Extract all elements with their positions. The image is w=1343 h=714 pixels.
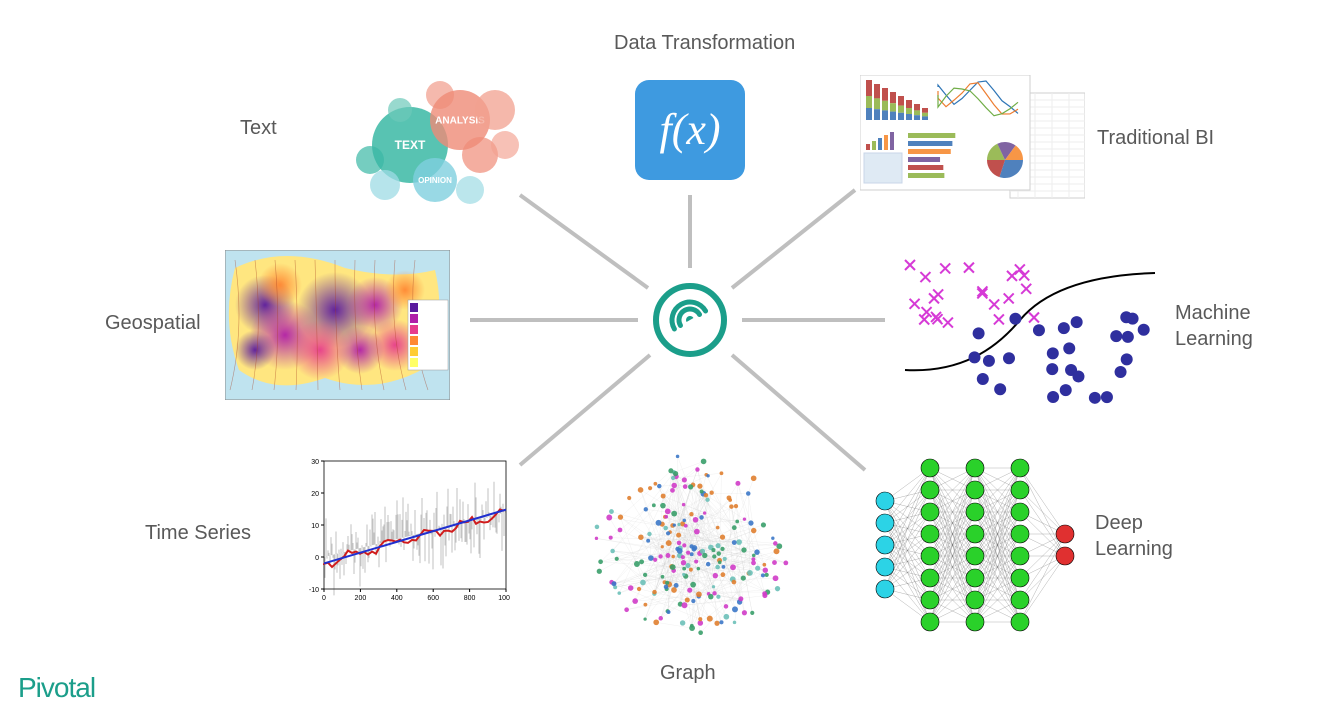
brand-logo: Pivotal [18, 672, 95, 704]
graph-network-icon [580, 450, 800, 650]
hub-logo-icon [645, 275, 735, 365]
label-geospatial: Geospatial [105, 310, 201, 336]
label-deep-learning-l2: Learning [1095, 538, 1173, 560]
svg-text:400: 400 [391, 595, 403, 602]
svg-text:200: 200 [355, 595, 367, 602]
label-text: Text [240, 115, 277, 141]
label-time-series: Time Series [145, 520, 251, 546]
svg-text:0: 0 [315, 555, 319, 562]
svg-text:0: 0 [322, 595, 326, 602]
label-machine-learning-l1: Machine [1175, 302, 1251, 324]
svg-text:30: 30 [311, 459, 319, 466]
svg-text:10: 10 [311, 523, 319, 530]
svg-text:OPINION: OPINION [418, 176, 452, 185]
label-machine-learning-l2: Learning [1175, 328, 1253, 350]
geospatial-heatmap-icon [225, 250, 450, 400]
svg-text:TEXT: TEXT [395, 138, 426, 152]
deep-learning-nn-icon [870, 445, 1080, 645]
svg-text:600: 600 [427, 595, 439, 602]
svg-text:-10: -10 [309, 587, 319, 594]
data-transformation-icon: f(x) [635, 80, 745, 180]
time-series-chart-icon: -10010203002004006008001000 [300, 455, 510, 605]
label-deep-learning: Deep Learning [1095, 510, 1173, 562]
label-machine-learning: Machine Learning [1175, 300, 1253, 352]
svg-text:20: 20 [311, 491, 319, 498]
label-traditional-bi: Traditional BI [1097, 125, 1214, 151]
svg-text:1000: 1000 [498, 595, 510, 602]
traditional-bi-dashboard-icon [860, 75, 1085, 205]
machine-learning-scatter-icon [900, 255, 1160, 405]
text-bubble-cloud-icon: TEXTANALYSISOPINION [340, 65, 530, 215]
svg-text:f(x): f(x) [659, 105, 720, 154]
svg-text:800: 800 [464, 595, 476, 602]
label-graph: Graph [660, 660, 716, 686]
label-data-transformation: Data Transformation [614, 30, 795, 56]
label-deep-learning-l1: Deep [1095, 512, 1143, 534]
